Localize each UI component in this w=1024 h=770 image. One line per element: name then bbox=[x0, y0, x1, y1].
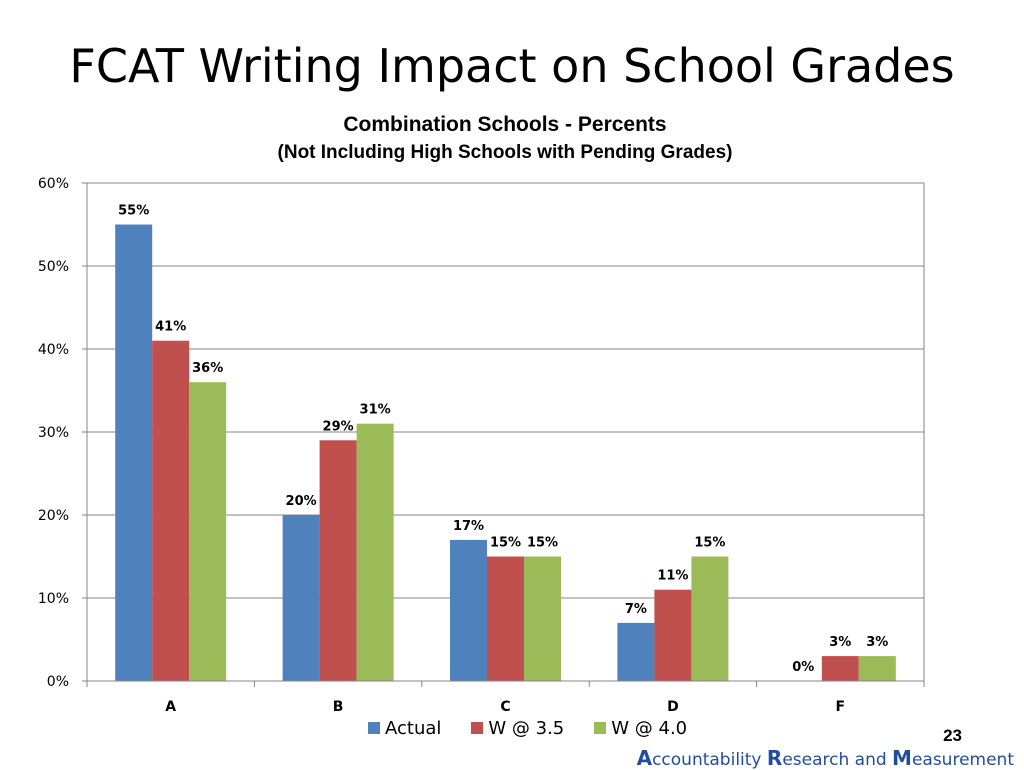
footer-word-a: ccountability bbox=[652, 750, 767, 770]
y-tick-label: 30% bbox=[38, 425, 69, 441]
bar bbox=[858, 656, 896, 681]
data-label: 11% bbox=[657, 569, 688, 584]
data-label: 15% bbox=[694, 536, 725, 551]
data-label: 7% bbox=[625, 602, 647, 617]
legend-swatch-w-3-5 bbox=[471, 722, 484, 734]
y-tick-label: 0% bbox=[47, 674, 69, 690]
bar bbox=[152, 340, 190, 681]
bar bbox=[654, 589, 692, 681]
data-label: 29% bbox=[323, 419, 354, 434]
bar bbox=[691, 556, 729, 681]
footer-letter-r: R bbox=[766, 746, 783, 770]
legend-item-w-3-5: W @ 3.5 bbox=[471, 718, 564, 739]
legend-swatch-w-4-0 bbox=[594, 722, 607, 734]
x-tick-label: D bbox=[667, 699, 679, 715]
data-label: 3% bbox=[866, 635, 888, 650]
footer-org-name: Accountability Research and Measurement bbox=[637, 746, 1014, 770]
chart-title: Combination Schools - Percents bbox=[343, 113, 667, 136]
bar bbox=[524, 556, 561, 681]
legend-label-actual: Actual bbox=[385, 717, 442, 739]
data-label: 0% bbox=[792, 660, 814, 675]
x-tick-label: A bbox=[165, 699, 176, 715]
legend-label-w-3-5: W @ 3.5 bbox=[488, 717, 565, 739]
chart-subtitle: (Not Including High Schools with Pending… bbox=[277, 142, 733, 163]
footer-letter-m: M bbox=[892, 746, 912, 770]
bar bbox=[617, 622, 655, 681]
data-label: 55% bbox=[118, 204, 149, 219]
data-label: 15% bbox=[527, 536, 558, 551]
y-tick-label: 50% bbox=[38, 259, 69, 275]
bar bbox=[189, 382, 227, 681]
data-label: 20% bbox=[286, 494, 317, 509]
y-tick-label: 20% bbox=[38, 508, 69, 524]
bar bbox=[450, 539, 487, 681]
chart-legend: Actual W @ 3.5 W @ 4.0 bbox=[368, 716, 717, 740]
data-label: 31% bbox=[360, 403, 391, 418]
slide-title: FCAT Writing Impact on School Grades bbox=[69, 39, 955, 93]
page-number: 23 bbox=[943, 726, 962, 745]
data-label: 41% bbox=[155, 320, 186, 335]
footer-word-r: esearch and bbox=[782, 750, 893, 770]
y-tick-label: 10% bbox=[38, 591, 69, 607]
bar bbox=[487, 556, 524, 681]
bar bbox=[821, 656, 859, 681]
y-tick-label: 40% bbox=[38, 342, 69, 358]
legend-swatch-actual bbox=[368, 722, 380, 734]
footer-word-m: easurement bbox=[911, 750, 1014, 770]
bar bbox=[115, 224, 153, 681]
x-tick-label: C bbox=[500, 699, 510, 715]
data-label: 15% bbox=[490, 536, 521, 551]
y-tick-label: 60% bbox=[38, 176, 69, 192]
bar bbox=[356, 423, 394, 681]
data-label: 3% bbox=[829, 635, 851, 650]
data-label: 36% bbox=[192, 361, 223, 376]
x-tick-label: F bbox=[836, 699, 846, 715]
x-tick-label: B bbox=[333, 699, 344, 715]
footer-letter-a: A bbox=[636, 746, 653, 770]
legend-item-actual: Actual bbox=[368, 718, 441, 739]
bar bbox=[282, 515, 320, 681]
data-label: 17% bbox=[453, 519, 484, 534]
bar bbox=[319, 440, 357, 681]
legend-label-w-4-0: W @ 4.0 bbox=[611, 717, 688, 739]
legend-item-w-4-0: W @ 4.0 bbox=[594, 718, 687, 739]
